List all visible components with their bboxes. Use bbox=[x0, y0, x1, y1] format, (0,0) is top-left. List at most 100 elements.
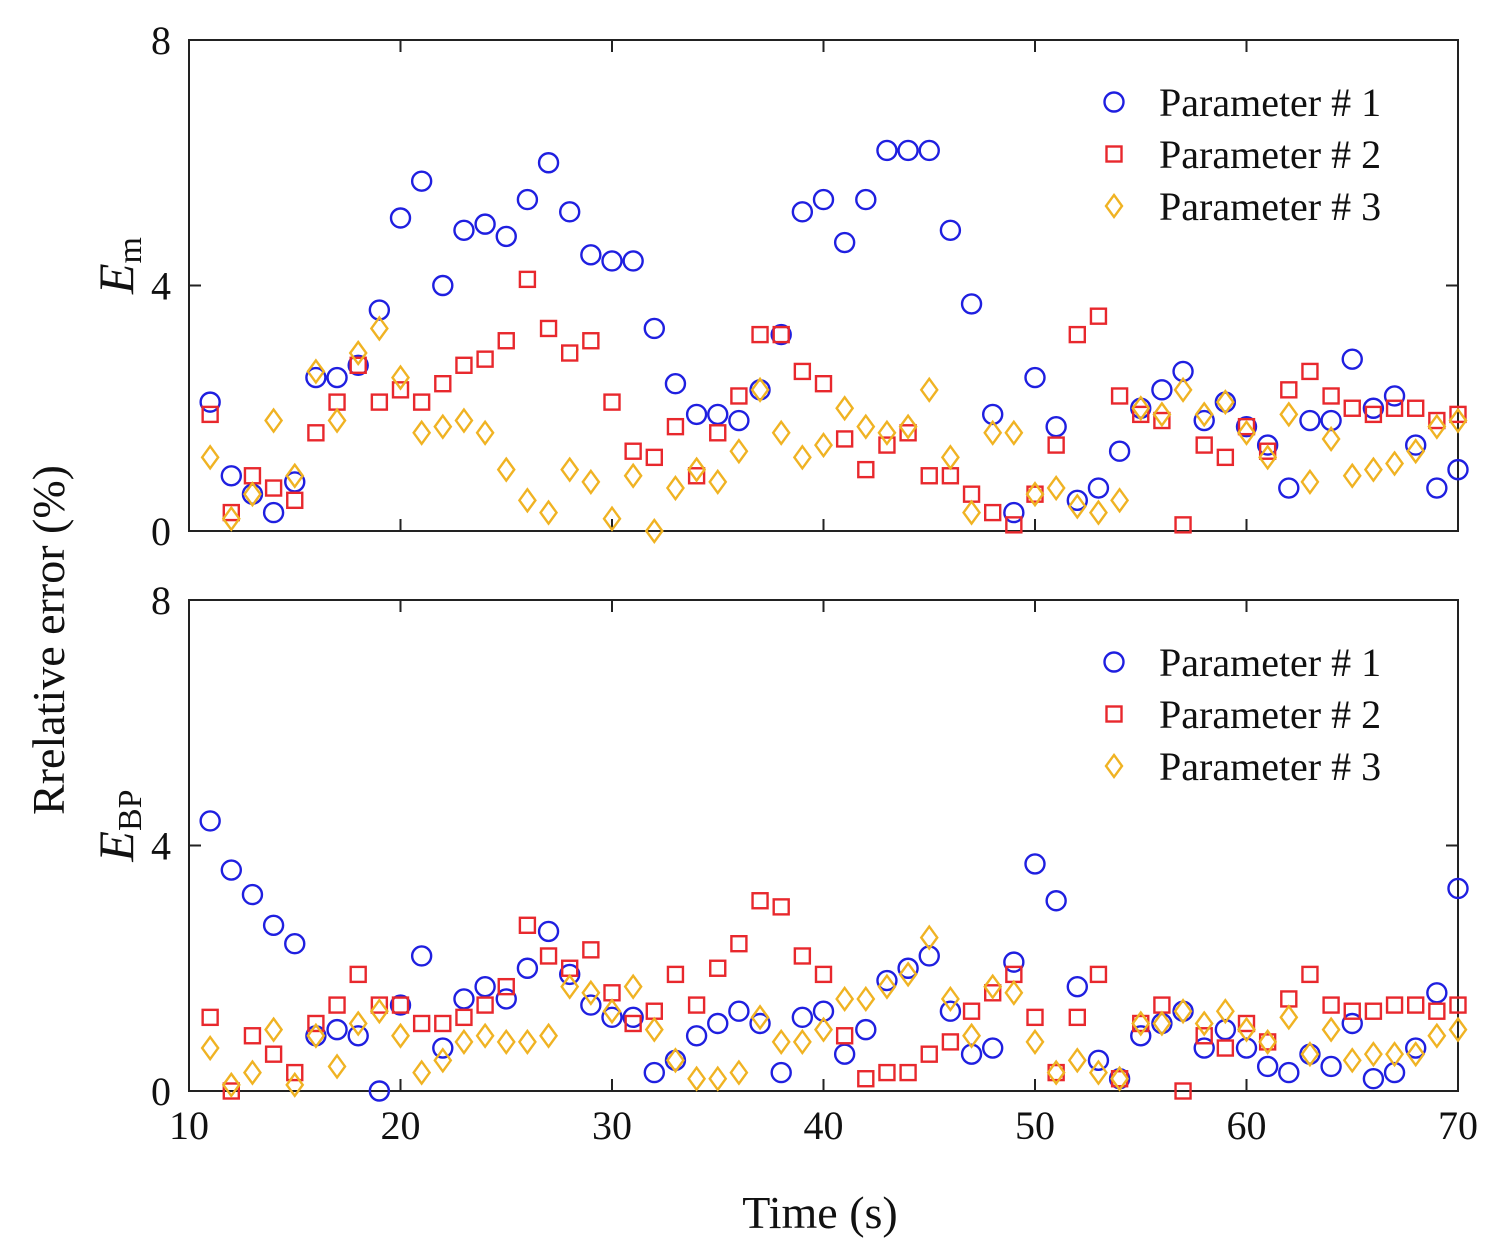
legend-marker bbox=[1105, 145, 1123, 163]
data-point bbox=[1193, 409, 1215, 432]
data-point bbox=[708, 468, 728, 495]
data-point bbox=[286, 1063, 304, 1082]
data-point bbox=[474, 975, 496, 998]
series-1 bbox=[199, 139, 1469, 524]
x-tick-label: 60 bbox=[1227, 1103, 1267, 1148]
data-point bbox=[1046, 1059, 1066, 1086]
data-point bbox=[1131, 1010, 1151, 1037]
legend-label: Parameter # 3 bbox=[1159, 184, 1381, 229]
data-point bbox=[328, 996, 346, 1014]
data-point bbox=[389, 207, 412, 229]
data-point bbox=[1364, 405, 1383, 424]
data-point bbox=[601, 1006, 623, 1029]
data-point bbox=[665, 1047, 685, 1074]
data-point bbox=[475, 1022, 495, 1049]
legend-marker bbox=[1104, 752, 1124, 780]
data-point bbox=[264, 479, 283, 497]
data-point bbox=[455, 1008, 473, 1027]
data-point bbox=[770, 1061, 792, 1084]
data-point bbox=[1173, 376, 1193, 403]
data-point bbox=[412, 393, 431, 411]
data-point bbox=[391, 1022, 410, 1049]
data-point bbox=[984, 984, 1002, 1002]
data-point bbox=[264, 1045, 283, 1063]
data-point bbox=[1428, 1002, 1446, 1020]
data-point bbox=[285, 462, 305, 489]
data-point bbox=[897, 139, 919, 162]
data-point bbox=[284, 471, 306, 493]
data-point bbox=[369, 998, 389, 1025]
data-point bbox=[1215, 389, 1235, 416]
data-point bbox=[685, 1025, 708, 1047]
data-point bbox=[243, 467, 262, 485]
data-point bbox=[1153, 411, 1171, 430]
data-point bbox=[920, 467, 938, 485]
data-point bbox=[1447, 458, 1469, 481]
data-point bbox=[241, 883, 264, 906]
data-point bbox=[812, 188, 835, 211]
data-point bbox=[306, 1022, 326, 1049]
data-point bbox=[730, 935, 748, 953]
data-point bbox=[1406, 996, 1425, 1014]
data-point bbox=[580, 244, 602, 266]
data-point bbox=[1235, 1037, 1258, 1059]
data-point bbox=[1216, 1039, 1235, 1057]
data-point bbox=[199, 391, 221, 413]
data-point bbox=[349, 356, 367, 374]
data-point bbox=[264, 407, 284, 434]
data-point bbox=[728, 409, 750, 432]
data-point bbox=[1385, 996, 1404, 1014]
data-point bbox=[791, 201, 814, 223]
data-point bbox=[370, 996, 389, 1014]
data-point bbox=[940, 444, 960, 471]
data-point bbox=[751, 892, 769, 910]
data-point bbox=[728, 1000, 750, 1022]
data-point bbox=[645, 448, 663, 467]
data-point bbox=[897, 957, 919, 979]
data-point bbox=[1024, 366, 1046, 389]
data-point bbox=[1321, 1016, 1341, 1043]
data-point bbox=[1110, 487, 1130, 514]
data-point bbox=[687, 1065, 707, 1092]
data-point bbox=[1300, 1041, 1320, 1068]
data-point bbox=[857, 1070, 875, 1088]
data-point bbox=[793, 362, 812, 381]
data-point bbox=[1278, 1061, 1300, 1084]
data-point bbox=[327, 407, 347, 434]
data-point bbox=[1174, 1082, 1192, 1100]
data-point bbox=[643, 1061, 665, 1084]
data-point bbox=[307, 1014, 325, 1033]
data-point bbox=[623, 973, 643, 1000]
data-point bbox=[1152, 1010, 1172, 1037]
data-point bbox=[221, 505, 241, 532]
data-point bbox=[898, 413, 918, 440]
data-point bbox=[1320, 409, 1342, 432]
data-point bbox=[729, 438, 749, 465]
data-point bbox=[305, 366, 327, 389]
data-point bbox=[1301, 965, 1319, 984]
data-point bbox=[1258, 444, 1278, 471]
data-point bbox=[455, 356, 473, 374]
data-point bbox=[707, 403, 729, 426]
data-point bbox=[624, 1014, 642, 1033]
data-point bbox=[644, 517, 664, 545]
x-tick-label: 10 bbox=[169, 1103, 209, 1148]
data-point bbox=[877, 419, 897, 446]
data-point bbox=[453, 988, 475, 1010]
series-1 bbox=[199, 810, 1469, 1102]
data-point bbox=[1132, 405, 1150, 424]
data-point bbox=[1383, 385, 1406, 407]
data-point bbox=[454, 1028, 474, 1055]
data-point bbox=[1193, 1037, 1215, 1059]
data-point bbox=[286, 491, 304, 510]
data-point bbox=[476, 996, 494, 1014]
data-point bbox=[1449, 405, 1467, 424]
data-point bbox=[200, 1034, 220, 1062]
data-point bbox=[1131, 395, 1151, 422]
data-point bbox=[602, 998, 622, 1025]
data-point bbox=[876, 969, 898, 992]
data-point bbox=[962, 499, 982, 526]
data-point bbox=[772, 325, 790, 344]
data-point bbox=[814, 965, 833, 984]
